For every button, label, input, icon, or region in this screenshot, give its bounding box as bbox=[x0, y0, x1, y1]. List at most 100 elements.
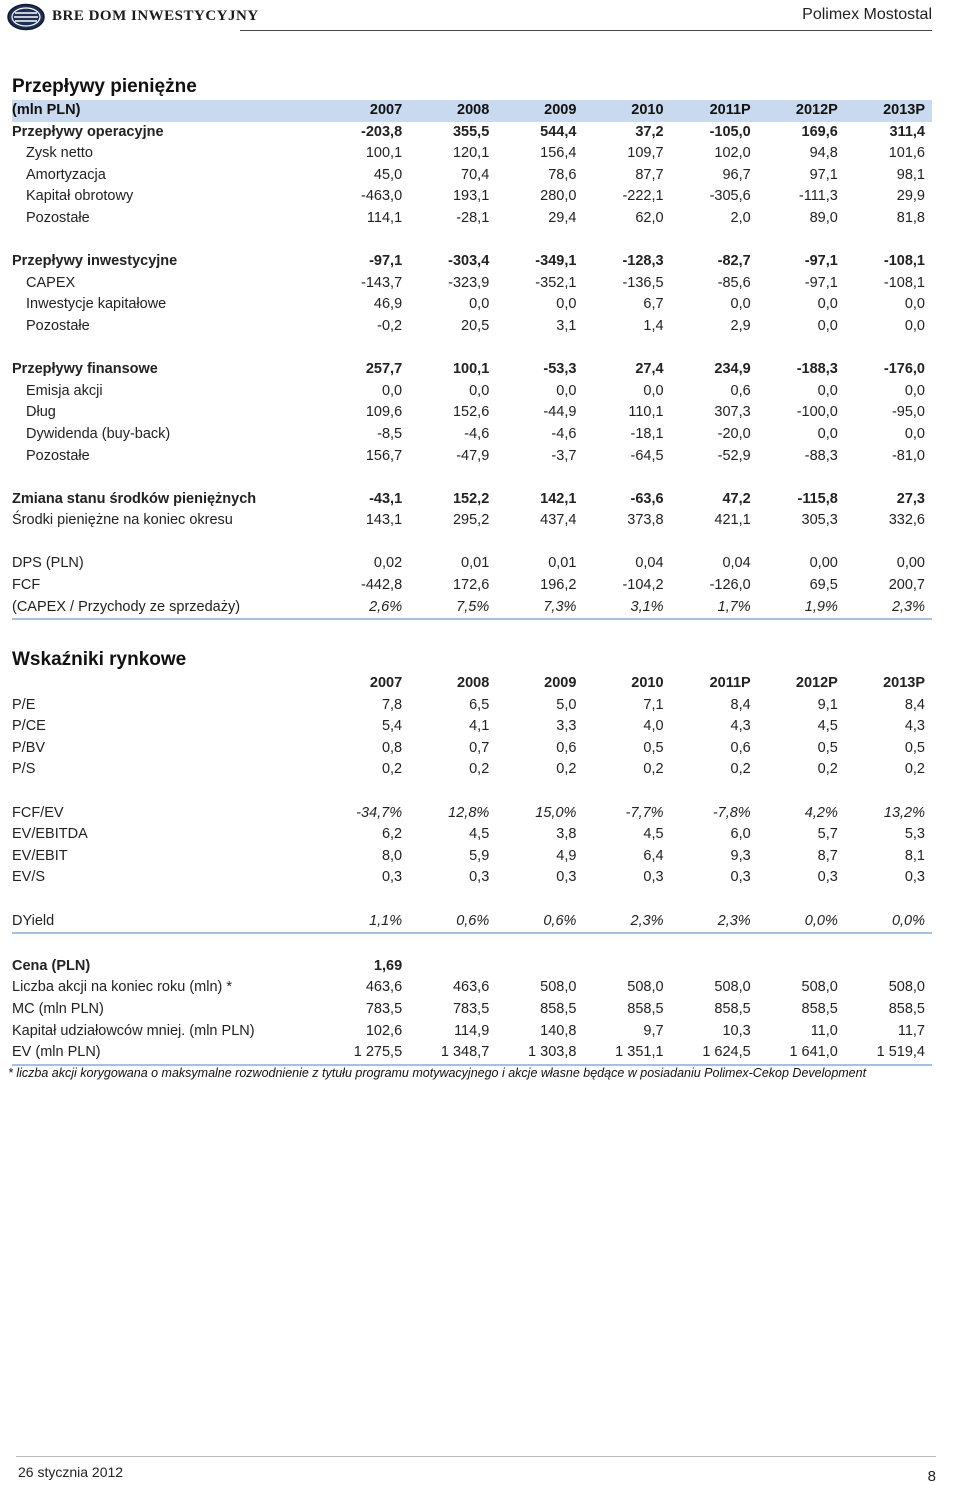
table-cell: 305,3 bbox=[801, 512, 838, 529]
table-cell: 1 303,8 bbox=[496, 1042, 584, 1066]
table-cell: 0,02 bbox=[373, 555, 403, 572]
table-row: P/E 7,8 6,5 5,0 7,1 8,4 9,1 8,4 bbox=[12, 695, 932, 717]
table-cell: -43,1 bbox=[369, 490, 403, 507]
table-cell: 0,0 bbox=[643, 382, 664, 399]
table-cell: -203,8 bbox=[361, 123, 403, 140]
table-cell: -0,2 bbox=[377, 317, 403, 334]
table-cell: -18,1 bbox=[630, 425, 664, 442]
row-label: Zysk netto bbox=[26, 145, 93, 162]
table-cell: -7,8% bbox=[712, 804, 751, 821]
table-cell: 0,0 bbox=[904, 382, 925, 399]
table-row: EV/EBITDA 6,2 4,5 3,8 4,5 6,0 5,7 5,3 bbox=[12, 824, 932, 846]
table-cell: 109,7 bbox=[627, 145, 664, 162]
table-cell: -28,1 bbox=[456, 209, 490, 226]
table-cell: 69,5 bbox=[809, 577, 838, 594]
row-label bbox=[12, 532, 322, 554]
row-label bbox=[12, 338, 322, 360]
table-cell: 858,5 bbox=[888, 1000, 925, 1017]
table-cell: 0,0 bbox=[904, 425, 925, 442]
table-cell: -463,0 bbox=[361, 188, 403, 205]
table-cell: 0,2 bbox=[469, 761, 490, 778]
table-cell: 196,2 bbox=[540, 577, 577, 594]
table-cell: 4,3 bbox=[730, 718, 751, 735]
table-cell: -303,4 bbox=[448, 253, 490, 270]
table-cell: -128,3 bbox=[622, 253, 664, 270]
table-cell bbox=[671, 230, 758, 252]
table-cell: 5,4 bbox=[381, 718, 403, 735]
table-row: Przepływy operacyjne -203,8 355,5 544,4 37,2… bbox=[12, 122, 932, 144]
table-cell: 0,2 bbox=[381, 761, 403, 778]
spacer-row bbox=[12, 467, 932, 489]
table-cell: 0,0 bbox=[817, 425, 838, 442]
table-cell: -85,6 bbox=[717, 274, 751, 291]
table-cell: 0,3 bbox=[817, 869, 838, 886]
table-cell: -7,7% bbox=[625, 804, 664, 821]
table-cell: 355,5 bbox=[452, 123, 490, 140]
table-cell: 508,0 bbox=[714, 979, 751, 996]
table-cell: 0,04 bbox=[635, 555, 664, 572]
table-row: Pozostałe 114,1 -28,1 29,4 62,0 2,0 89,0 81,8 bbox=[12, 208, 932, 230]
table-cell: 0,0 bbox=[817, 317, 838, 334]
table-cell: 6,5 bbox=[469, 696, 490, 713]
table-cell: -352,1 bbox=[535, 274, 577, 291]
table-cell: 47,2 bbox=[722, 490, 751, 507]
row-label bbox=[12, 467, 322, 489]
table-cell: 6,0 bbox=[730, 826, 751, 843]
table-cell: 9,1 bbox=[817, 696, 838, 713]
table-cell bbox=[496, 956, 583, 978]
table-cell bbox=[845, 338, 932, 360]
table-row: CAPEX -143,7 -323,9 -352,1 -136,5 -85,6 -97,1 -… bbox=[12, 273, 932, 295]
table-cell: 3,3 bbox=[556, 718, 577, 735]
table-cell bbox=[845, 781, 932, 803]
row-label: Dywidenda (buy-back) bbox=[26, 425, 171, 442]
table-cell: 1 519,4 bbox=[844, 1042, 932, 1066]
table-cell bbox=[322, 338, 409, 360]
table-cell: 0,6 bbox=[556, 739, 577, 756]
table-cell: 0,6 bbox=[730, 382, 751, 399]
table-cell: 110,1 bbox=[628, 404, 664, 421]
table-cell: 156,7 bbox=[365, 447, 403, 464]
table-cell: -4,6 bbox=[464, 425, 490, 442]
table-cell: 0,2 bbox=[904, 761, 925, 778]
table-cell: 97,1 bbox=[809, 166, 838, 183]
table-cell: 4,5 bbox=[643, 826, 664, 843]
table-cell: 200,7 bbox=[888, 577, 925, 594]
table-cell: 0,00 bbox=[809, 555, 838, 572]
year-header: 2013P bbox=[883, 675, 925, 691]
table-cell: -305,6 bbox=[709, 188, 751, 205]
table-cell bbox=[496, 230, 583, 252]
table-cell: 4,5 bbox=[817, 718, 838, 735]
page-header: BRE DOM INWESTYCYJNY Polimex Mostostal bbox=[0, 0, 960, 36]
table-cell bbox=[322, 889, 409, 911]
table-cell: -349,1 bbox=[535, 253, 577, 270]
table-cell: 152,2 bbox=[452, 490, 490, 507]
year-header: 2007 bbox=[369, 675, 403, 691]
table-cell bbox=[496, 889, 583, 911]
footer-rule bbox=[16, 1456, 936, 1457]
table-cell bbox=[583, 230, 670, 252]
table-row: Środki pieniężne na koniec okresu 143,1 29… bbox=[12, 510, 932, 532]
table-cell: 169,6 bbox=[801, 123, 838, 140]
footer-date: 26 stycznia 2012 bbox=[18, 1464, 124, 1480]
table-cell: 1,9% bbox=[757, 596, 845, 621]
table-cell: -222,1 bbox=[622, 188, 664, 205]
table-cell: -143,7 bbox=[361, 274, 403, 291]
table-cell bbox=[496, 467, 583, 489]
table-cell: 4,5 bbox=[469, 826, 490, 843]
table-cell: 0,6 bbox=[730, 739, 751, 756]
brand-name: BRE DOM INWESTYCYJNY bbox=[52, 8, 259, 24]
table-cell: 508,0 bbox=[888, 979, 925, 996]
table-row: DPS (PLN) 0,02 0,01 0,01 0,04 0,04 0,00 0,00 bbox=[12, 553, 932, 575]
row-label: MC (mln PLN) bbox=[12, 1000, 104, 1017]
row-label: Amortyzacja bbox=[26, 166, 106, 183]
table-cell: 311,4 bbox=[889, 123, 926, 140]
table-cell: -47,9 bbox=[456, 447, 490, 464]
row-label: DYield bbox=[12, 910, 322, 935]
table-cell: 0,2 bbox=[730, 761, 751, 778]
table-cell: 0,2 bbox=[643, 761, 664, 778]
table-cell: -81,0 bbox=[891, 447, 925, 464]
table-cell: -105,0 bbox=[709, 123, 751, 140]
table-cell: 0,01 bbox=[548, 555, 577, 572]
table-cell: 1,1% bbox=[322, 910, 410, 935]
table-cell: 508,0 bbox=[627, 979, 664, 996]
